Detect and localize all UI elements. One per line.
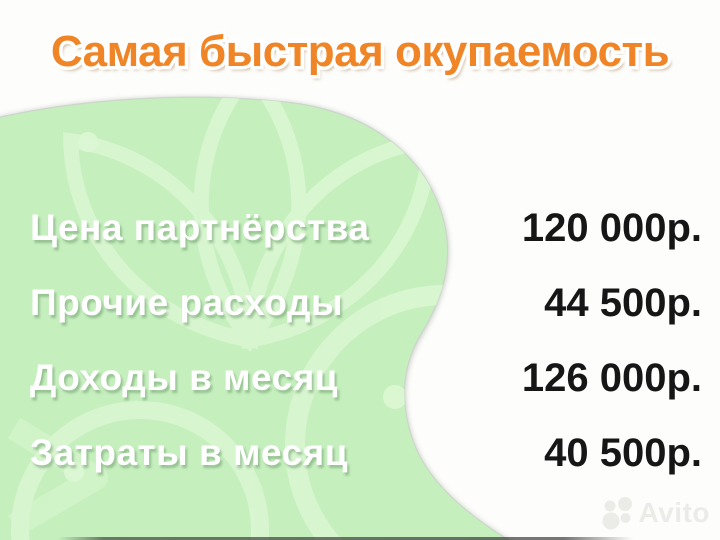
metric-value: 40 500р. bbox=[544, 430, 702, 475]
metric-value: 120 000р. bbox=[521, 205, 702, 250]
metric-value: 126 000р. bbox=[521, 355, 702, 400]
metric-label: Затраты в месяц bbox=[30, 432, 348, 473]
page-title: Самая быстрая окупаемость Самая быстрая … bbox=[0, 20, 720, 84]
metric-label: Цена партнёрства bbox=[30, 207, 370, 248]
page-title-fill-layer: Самая быстрая окупаемость bbox=[50, 27, 670, 76]
metric-value: 44 500р. bbox=[544, 280, 702, 325]
metric-row-other-expenses: Прочие расходы 44 500р. bbox=[30, 277, 702, 329]
metric-row-monthly-income: Доходы в месяц 126 000р. bbox=[30, 352, 702, 404]
bottom-edge-strip bbox=[58, 537, 633, 540]
avito-watermark: Avito bbox=[601, 496, 710, 530]
metric-row-partnership-price: Цена партнёрства 120 000р. bbox=[30, 202, 702, 254]
avito-wordmark: Avito bbox=[638, 497, 710, 528]
metric-row-monthly-costs: Затраты в месяц 40 500р. bbox=[30, 427, 702, 479]
metric-label: Доходы в месяц bbox=[30, 357, 339, 398]
metric-label: Прочие расходы bbox=[30, 282, 344, 323]
avito-logo-icon bbox=[602, 497, 632, 530]
page-title-outline-layer: Самая быстрая окупаемость bbox=[47, 24, 673, 80]
